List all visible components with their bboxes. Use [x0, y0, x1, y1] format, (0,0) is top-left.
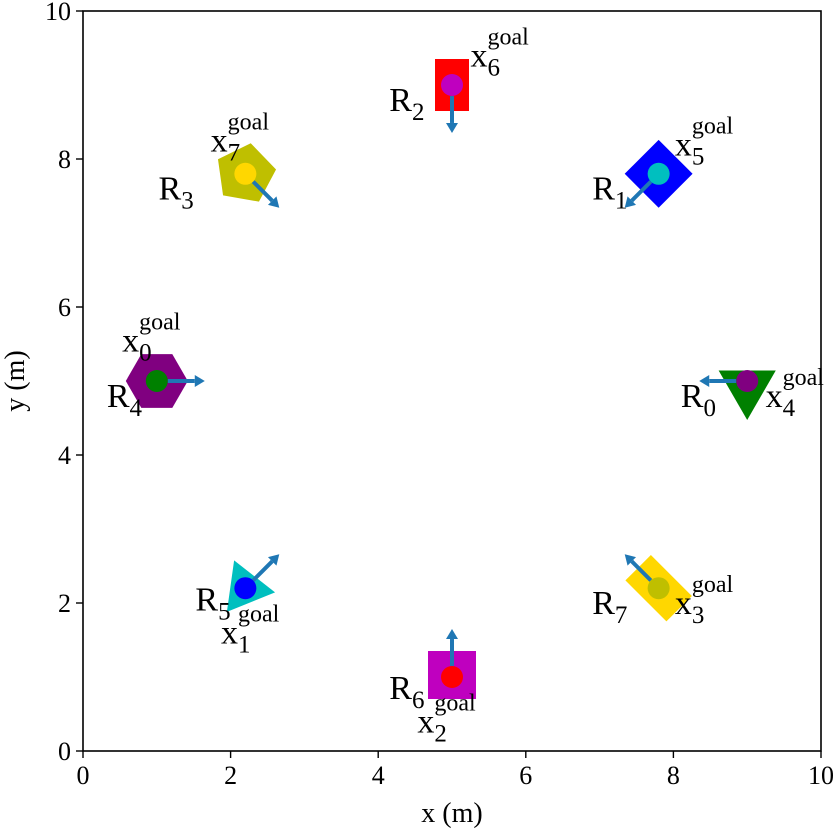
y-tick-label: 4: [58, 441, 71, 470]
goal-7-label: x7goal: [211, 110, 270, 167]
robot-5-heading-arrow: [251, 554, 280, 582]
robot-1-label: R1: [592, 171, 627, 215]
y-tick-label: 10: [45, 0, 71, 26]
x-tick-label: 2: [224, 761, 237, 790]
robot-2-label: R2: [389, 82, 424, 126]
goal-2-marker: [441, 666, 463, 688]
x-tick-label: 0: [77, 761, 90, 790]
robot-0-heading-arrow: [699, 375, 737, 387]
goal-5-label: x5goal: [675, 113, 734, 170]
x-tick-label: 10: [808, 761, 834, 790]
plot-frame: [82, 10, 822, 752]
goal-1-label: x1goal: [221, 602, 280, 659]
goal-7-marker: [234, 162, 257, 185]
robot-3-label: R3: [159, 171, 194, 215]
x-tick-label: 4: [372, 761, 385, 790]
goal-6-label: x6goal: [470, 25, 529, 82]
goal-2-label: x2goal: [417, 691, 476, 748]
robot-3-heading-arrow: [251, 180, 280, 208]
x-tick-label: 6: [519, 761, 532, 790]
label-layer: R0 R1 R2 R3 R4 R5 R6 R7 x0goal x1goal x2goal x3goal…: [107, 25, 824, 748]
goal-0-marker: [145, 370, 168, 392]
robot-1-heading-arrow: [624, 180, 653, 208]
goal-0-label: x0goal: [122, 309, 181, 366]
arrow-layer: [167, 96, 737, 666]
robot-6-label: R6: [389, 670, 424, 714]
y-axis-title: y (m): [0, 350, 31, 411]
robot-4-heading-arrow: [167, 375, 205, 387]
goal-6-marker: [441, 74, 463, 96]
goal-layer: [145, 74, 759, 688]
robot-2-heading-arrow: [446, 96, 458, 133]
y-tick-label: 6: [58, 293, 71, 322]
x-axis-title: x (m): [421, 798, 482, 829]
goal-1-marker: [234, 577, 257, 600]
robot-7-heading-arrow: [624, 554, 653, 582]
robot-7-label: R7: [592, 585, 627, 629]
y-tick-label: 8: [58, 145, 71, 174]
y-tick-label: 2: [58, 589, 71, 618]
y-tick-label: 0: [58, 737, 71, 766]
tick-layer: 0 2 4 6 8 10 0 2 4 6 8 10: [45, 0, 834, 790]
robot-5-label: R5: [195, 581, 230, 625]
goal-3-marker: [647, 577, 670, 600]
goal-3-label: x3goal: [675, 572, 734, 629]
goal-4-label: x4goal: [766, 365, 825, 422]
robot-4-label: R4: [107, 378, 143, 422]
robot-6-heading-arrow: [446, 629, 458, 666]
goal-4-marker: [736, 370, 759, 392]
x-tick-label: 8: [667, 761, 680, 790]
goal-5-marker: [647, 162, 670, 185]
robot-0-label: R0: [681, 378, 716, 422]
